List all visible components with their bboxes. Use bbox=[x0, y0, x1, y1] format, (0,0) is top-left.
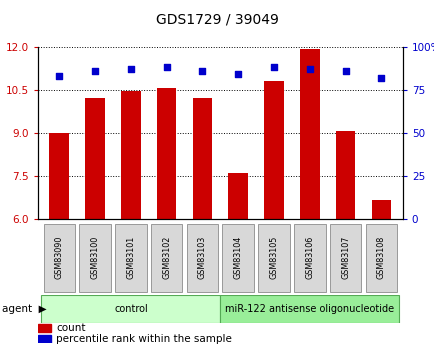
Bar bbox=[156, 88, 176, 219]
Point bbox=[56, 73, 62, 79]
Text: GSM83101: GSM83101 bbox=[126, 236, 135, 279]
Text: GSM83100: GSM83100 bbox=[90, 236, 99, 279]
Text: GSM83105: GSM83105 bbox=[269, 236, 278, 279]
Bar bbox=[228, 173, 247, 219]
Text: GSM83108: GSM83108 bbox=[376, 236, 385, 279]
Text: agent  ▶: agent ▶ bbox=[2, 304, 46, 314]
Text: GSM83107: GSM83107 bbox=[340, 236, 349, 279]
FancyBboxPatch shape bbox=[79, 224, 111, 293]
Text: control: control bbox=[114, 304, 148, 314]
FancyBboxPatch shape bbox=[293, 224, 325, 293]
Text: GSM83106: GSM83106 bbox=[305, 236, 313, 279]
Point bbox=[306, 66, 312, 72]
Text: percentile rank within the sample: percentile rank within the sample bbox=[56, 334, 232, 344]
Text: miR-122 antisense oligonucleotide: miR-122 antisense oligonucleotide bbox=[225, 304, 394, 314]
Bar bbox=[263, 81, 283, 219]
Point bbox=[377, 75, 384, 80]
Point bbox=[92, 68, 99, 73]
Bar bbox=[49, 133, 69, 219]
Text: GSM83104: GSM83104 bbox=[233, 236, 242, 279]
Bar bbox=[299, 49, 319, 219]
Text: GSM83090: GSM83090 bbox=[55, 236, 64, 279]
FancyBboxPatch shape bbox=[186, 224, 218, 293]
Bar bbox=[371, 200, 390, 219]
FancyBboxPatch shape bbox=[329, 224, 361, 293]
Point bbox=[127, 66, 134, 72]
FancyBboxPatch shape bbox=[222, 224, 253, 293]
Text: GDS1729 / 39049: GDS1729 / 39049 bbox=[156, 12, 278, 26]
Text: count: count bbox=[56, 323, 85, 333]
Text: GSM83103: GSM83103 bbox=[197, 236, 207, 279]
Bar bbox=[192, 98, 212, 219]
FancyBboxPatch shape bbox=[115, 224, 146, 293]
FancyBboxPatch shape bbox=[220, 295, 398, 323]
Bar bbox=[38, 335, 51, 343]
FancyBboxPatch shape bbox=[41, 295, 220, 323]
Bar bbox=[335, 131, 355, 219]
Point bbox=[341, 68, 348, 73]
FancyBboxPatch shape bbox=[258, 224, 289, 293]
Point bbox=[270, 65, 277, 70]
FancyBboxPatch shape bbox=[365, 224, 396, 293]
FancyBboxPatch shape bbox=[151, 224, 182, 293]
Point bbox=[234, 71, 241, 77]
Point bbox=[163, 65, 170, 70]
Point bbox=[198, 68, 205, 73]
Bar bbox=[38, 324, 51, 332]
Bar bbox=[121, 91, 140, 219]
Text: GSM83102: GSM83102 bbox=[162, 236, 171, 279]
Bar bbox=[85, 98, 105, 219]
FancyBboxPatch shape bbox=[43, 224, 75, 293]
